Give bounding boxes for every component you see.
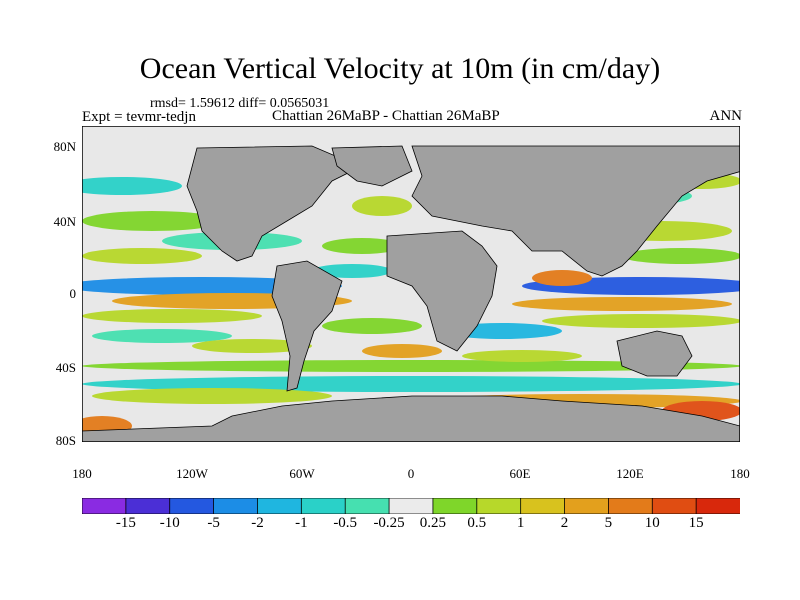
australia xyxy=(616,330,693,377)
colorbar-swatch xyxy=(213,498,259,514)
map-title: Ocean Vertical Velocity at 10m (in cm/da… xyxy=(139,52,661,85)
lat-label-40s: 40S xyxy=(55,360,76,375)
experiment-label: Expt = tevmr-tedjn xyxy=(82,109,196,125)
greenland xyxy=(331,145,413,187)
eurasia xyxy=(411,145,740,277)
colorbar-swatch xyxy=(608,498,654,514)
colorbar-swatch xyxy=(388,498,434,514)
colorbar-swatch xyxy=(344,498,390,514)
lon-label-120e: 120E xyxy=(616,466,644,481)
colorbar-swatch xyxy=(300,498,347,514)
colorbar-tick-label: 0.5 xyxy=(467,515,487,531)
colorbar-tick-label: -5 xyxy=(207,515,220,531)
africa xyxy=(386,230,498,352)
colorbar-swatch xyxy=(432,498,478,514)
comparison-label: Chattian 26MaBP - Chattian 26MaBP xyxy=(272,108,500,124)
colorbar-swatch xyxy=(125,498,171,514)
colorbar-swatch xyxy=(651,498,698,514)
colorbar-swatch xyxy=(257,498,303,514)
lat-label-40n: 40N xyxy=(53,214,76,229)
colorbar-swatch xyxy=(695,498,740,514)
velocity-field xyxy=(82,173,740,436)
colorbar-tick-label: -0.25 xyxy=(373,515,405,531)
lon-label-0: 0 xyxy=(407,466,415,481)
land xyxy=(82,145,740,442)
lon-label-180e: 180 xyxy=(730,466,750,481)
colorbar-tick-label: 5 xyxy=(604,515,613,531)
stats-text: rmsd= 1.59612 diff= 0.0565031 xyxy=(150,96,330,111)
south-america xyxy=(271,260,343,392)
season-label: ANN xyxy=(709,108,743,124)
colorbar-tick-label: 0.25 xyxy=(419,515,447,531)
colorbar-tick-label: 2 xyxy=(560,515,569,531)
colorbar-swatch xyxy=(82,498,127,514)
colorbar-tick-label: 15 xyxy=(688,515,704,531)
colorbar-swatch xyxy=(564,498,610,514)
colorbar-tick-label: 1 xyxy=(516,515,525,531)
lat-label-0: 0 xyxy=(69,286,77,301)
colorbar xyxy=(82,498,740,514)
world-map xyxy=(82,126,740,442)
antarctica xyxy=(82,395,740,442)
lon-label-180w: 180 xyxy=(72,466,92,481)
colorbar-tick-label: -0.5 xyxy=(333,515,358,531)
lat-label-80s: 80S xyxy=(55,433,76,448)
colorbar-swatch xyxy=(520,498,566,514)
colorbar-tick-label: -15 xyxy=(115,515,136,531)
colorbar-tick-label: -2 xyxy=(251,515,264,531)
lon-label-60e: 60E xyxy=(509,466,531,481)
colorbar-swatch xyxy=(476,498,522,514)
lat-label-80n: 80N xyxy=(53,139,76,154)
colorbar-swatch xyxy=(169,498,215,514)
lon-label-120w: 120W xyxy=(176,466,208,481)
colorbar-tick-label: -10 xyxy=(159,515,180,531)
colorbar-tick-label: 10 xyxy=(644,515,660,531)
lon-label-60w: 60W xyxy=(289,466,315,481)
colorbar-tick-label: -1 xyxy=(295,515,308,531)
